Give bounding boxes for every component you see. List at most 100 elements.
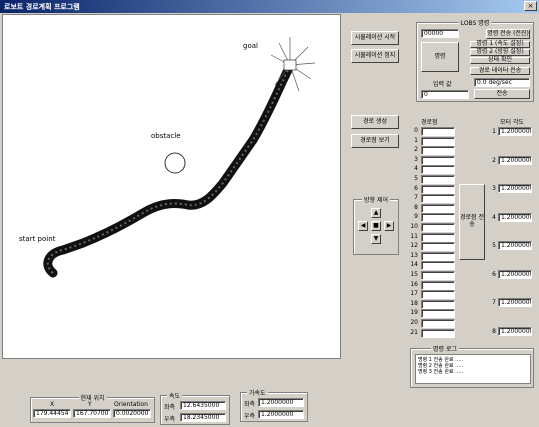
input-label: 입력 값 — [433, 81, 452, 88]
status-check-button[interactable]: 상태 확인 — [470, 56, 530, 64]
start-simulation-button[interactable]: 시뮬레이션 시작 — [351, 31, 399, 45]
waypoint-index: 3 — [414, 155, 418, 163]
waypoint-field[interactable] — [421, 146, 455, 156]
waypoint-field[interactable] — [421, 203, 455, 213]
close-button[interactable]: × — [524, 1, 537, 11]
motor-angle-field[interactable]: 1.2000000 — [498, 269, 532, 279]
waypoint-field[interactable] — [421, 319, 455, 328]
motor-angle-field[interactable]: 1.2000000 — [498, 155, 532, 165]
motor-angle-field[interactable]: 1.2000000 — [498, 127, 532, 136]
motor-index: 6 — [492, 270, 496, 278]
motor-angle-field[interactable]: 1.2000000 — [498, 212, 532, 222]
waypoint-field[interactable] — [421, 309, 455, 319]
motor-index: 8 — [492, 327, 496, 335]
command1-button[interactable]: 명령 1 (속도 설정) — [470, 40, 530, 48]
waypoint-field[interactable] — [421, 290, 455, 300]
command-code-field[interactable]: 00000 — [421, 29, 459, 38]
waypoint-index: 5 — [414, 175, 418, 182]
waypoint-field[interactable] — [421, 223, 455, 232]
waypoint-header: 경로점 — [421, 119, 438, 126]
x-value-field[interactable]: 179.44454 — [33, 409, 71, 418]
path-drawing: goal obstacle start point — [19, 37, 316, 278]
bottom-value-field[interactable]: 0 — [421, 90, 469, 99]
accel-left-field[interactable]: 1.2000000 — [258, 398, 304, 407]
up-arrow-button[interactable]: ▲ — [371, 208, 381, 218]
goal-label: goal — [243, 42, 258, 50]
log-group-title: 명령 로그 — [431, 344, 459, 353]
orientation-column-label: Orientation — [114, 401, 148, 408]
waypoint-field[interactable] — [421, 261, 455, 271]
speed-right-label: 우측 — [164, 416, 176, 423]
waypoint-field[interactable] — [421, 136, 455, 146]
waypoint-field[interactable] — [421, 127, 455, 136]
log-listbox[interactable]: 명령 1 전송 완료 ..... 명령 2 전송 완료 ..... 명령 3 전… — [415, 354, 531, 384]
waypoint-field[interactable] — [421, 175, 455, 184]
motor-angle-field[interactable]: 1.2000000 — [498, 184, 532, 193]
waypoint-index: 6 — [414, 184, 418, 192]
waypoint-field[interactable] — [421, 155, 455, 165]
waypoint-field[interactable] — [421, 271, 455, 280]
waypoint-field[interactable] — [421, 251, 455, 261]
transmit-button[interactable]: 전송 — [474, 89, 530, 99]
down-arrow-button[interactable]: ▼ — [371, 234, 381, 244]
waypoint-index: 8 — [414, 203, 418, 211]
waypoint-index: 10 — [410, 223, 418, 230]
motor-angle-field[interactable]: 1.2000000 — [498, 241, 532, 250]
accel-right-label: 우측 — [244, 413, 256, 420]
acceleration-group-title: 가속도 — [247, 388, 268, 397]
speed-group-title: 속도 — [167, 391, 183, 400]
title-bar: 로보트 경로계획 프로그램 × — [0, 0, 539, 13]
motor-header: 모터 각도 — [500, 119, 524, 126]
command2-button[interactable]: 명령 2 (방향 설정) — [470, 48, 530, 56]
waypoint-field[interactable] — [421, 213, 455, 223]
send-path-data-button[interactable]: 경로 데이터 전송 — [470, 67, 530, 75]
motor-angle-field[interactable]: 1.2000000 — [498, 298, 532, 307]
waypoint-index: 4 — [414, 165, 418, 173]
waypoint-field[interactable] — [421, 194, 455, 204]
waypoint-index: 12 — [410, 242, 418, 250]
motor-index: 5 — [492, 242, 496, 249]
x-column-label: X — [50, 401, 55, 408]
stop-button[interactable]: ■ — [371, 221, 381, 231]
left-arrow-button[interactable]: ◀ — [358, 221, 368, 231]
generate-path-button[interactable]: 경로 생성 — [351, 115, 399, 129]
motor-index: 7 — [492, 299, 496, 306]
command-button[interactable]: 명령 — [421, 42, 459, 72]
waypoint-index: 9 — [414, 213, 418, 221]
waypoint-field[interactable] — [421, 184, 455, 194]
send-command-button[interactable]: 명령 전송 (전진) — [486, 29, 530, 39]
right-arrow-button[interactable]: ▶ — [384, 221, 394, 231]
speed-left-field[interactable]: 12.6435000 — [180, 401, 226, 410]
y-value-field[interactable]: 167.70700 — [73, 409, 111, 418]
accel-left-label: 좌측 — [244, 401, 256, 408]
waypoint-index: 20 — [410, 319, 418, 326]
orientation-value-field[interactable]: 0.0020000 — [113, 409, 151, 418]
command-group: LOBS 명령 — [416, 18, 534, 102]
path-canvas[interactable]: goal obstacle start point — [2, 14, 341, 359]
waypoint-field[interactable] — [421, 242, 455, 252]
obstacle-circle — [164, 152, 186, 174]
input-value-field[interactable]: 0.0 deg/sec — [474, 78, 530, 87]
command-group-title: LOBS 명령 — [458, 18, 492, 27]
accel-right-field[interactable]: 1.2000000 — [258, 410, 304, 419]
view-waypoints-button[interactable]: 경로점 보기 — [351, 134, 399, 148]
waypoint-field[interactable] — [421, 299, 455, 309]
waypoint-field[interactable] — [421, 232, 455, 242]
log-line: 명령 2 전송 완료 ..... — [418, 363, 464, 369]
motor-index: 1 — [492, 128, 496, 135]
waypoint-index: 1 — [414, 136, 418, 144]
speed-right-field[interactable]: 18.2345000 — [180, 413, 226, 422]
motor-index: 3 — [492, 185, 496, 192]
stop-simulation-button[interactable]: 시뮬레이션 정지 — [351, 49, 399, 63]
waypoint-field[interactable] — [421, 328, 455, 338]
waypoint-field[interactable] — [421, 280, 455, 290]
send-waypoints-button[interactable]: 경로점 전송 — [459, 184, 485, 260]
motor-angle-field[interactable]: 1.2000000 — [498, 326, 532, 336]
waypoint-field[interactable] — [421, 165, 455, 175]
waypoint-index: 19 — [410, 309, 418, 317]
robot-path-texture — [46, 69, 289, 274]
speed-group: 속도 — [160, 391, 230, 425]
obstacle-label: obstacle — [151, 132, 181, 140]
waypoint-index: 17 — [410, 290, 418, 298]
